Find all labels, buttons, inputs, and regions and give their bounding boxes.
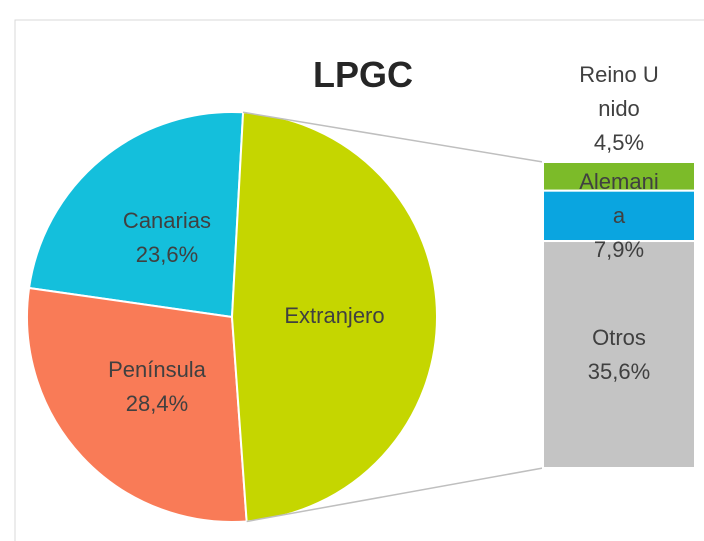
label-text: 4,5%: [593, 130, 645, 155]
label-text: 7,9%: [593, 236, 645, 262]
label-text: 23,6%: [135, 241, 199, 267]
bar-segment: [542, 240, 696, 469]
label-text: Otros: [592, 324, 646, 350]
data-label: Reino Unido 4,5%: [574, 58, 664, 160]
data-label: Otros 35,6%: [588, 321, 650, 389]
pie-slice: [26, 286, 248, 523]
label-text: Península: [108, 356, 206, 382]
pie-slice: [230, 111, 438, 523]
label-text: 35,6%: [587, 358, 651, 384]
label-text: Reino Unido: [579, 62, 659, 121]
data-label: Extranjero: [279, 299, 389, 333]
data-label: Península 28,4%: [108, 353, 206, 421]
chart-title: LPGC: [312, 54, 414, 95]
pie-slice: [27, 111, 245, 319]
label-text: 28,4%: [125, 390, 189, 416]
bar-segment: [542, 161, 696, 192]
data-label: Alemania 7,9%: [577, 165, 662, 267]
label-text: Canarias: [122, 207, 211, 233]
data-label: Canarias 23,6%: [123, 204, 211, 272]
label-text: Alemania: [579, 168, 659, 228]
connector: [246, 467, 544, 523]
connector: [242, 111, 544, 163]
label-text: Extranjero: [284, 303, 385, 329]
